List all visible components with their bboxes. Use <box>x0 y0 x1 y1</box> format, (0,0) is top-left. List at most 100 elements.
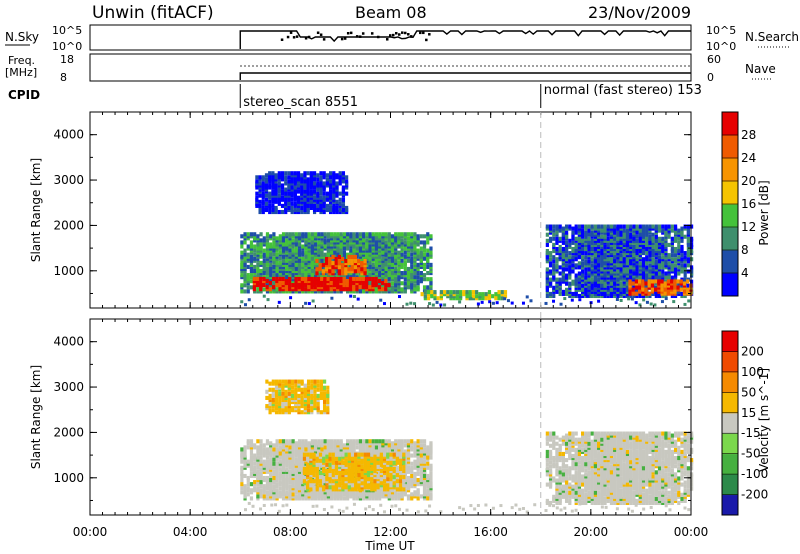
range-gate-cell <box>337 261 342 266</box>
range-gate-cell <box>446 290 450 295</box>
range-gate-cell <box>428 302 432 306</box>
range-gate-cell <box>259 455 263 460</box>
range-gate-cell <box>564 240 569 245</box>
range-gate-cell <box>272 484 276 489</box>
noise-search-dot <box>401 31 404 34</box>
range-gate-cell <box>289 296 293 300</box>
range-gate-cell <box>429 246 433 251</box>
range-gate-cell <box>345 191 349 196</box>
range-gate-cell <box>316 181 320 186</box>
range-gate-cell <box>552 224 556 229</box>
range-gate-cell <box>353 258 358 264</box>
range-gate-cell <box>650 279 655 284</box>
range-gate-cell <box>397 250 401 255</box>
range-gate-cell <box>564 230 569 235</box>
range-gate-cell <box>275 276 279 282</box>
range-gate-cell <box>297 232 302 237</box>
range-gate-cell <box>625 224 630 229</box>
range-gate-cell <box>310 244 314 249</box>
range-gate-cell <box>552 293 556 299</box>
range-gate-cell <box>683 302 687 306</box>
range-gate-cell <box>625 267 630 272</box>
range-gate-cell <box>255 175 259 180</box>
range-gate-cell <box>347 267 351 272</box>
range-gate-cell <box>413 240 417 245</box>
range-gate-cell <box>673 224 678 229</box>
range-gate-cell <box>345 278 349 284</box>
range-gate-cell <box>616 269 620 274</box>
range-gate-cell <box>349 439 353 444</box>
range-gate-cell <box>304 250 308 255</box>
range-gate-cell <box>336 232 340 237</box>
noise-search-dot <box>292 36 296 39</box>
range-gate-cell <box>303 171 307 176</box>
range-gate-cell <box>304 232 308 237</box>
velocity-heatmap <box>240 379 694 514</box>
range-gate-cell <box>288 283 292 288</box>
range-gate-cell <box>328 171 333 176</box>
range-gate-cell <box>249 240 254 245</box>
range-gate-cell <box>506 299 510 303</box>
freq-left-tick-top: 18 <box>60 53 74 66</box>
range-gate-cell <box>352 232 356 237</box>
range-gate-cell <box>561 289 565 294</box>
range-gate-cell <box>422 273 427 278</box>
range-gate-cell <box>664 297 668 301</box>
range-gate-cell <box>686 224 690 229</box>
range-gate-cell <box>246 289 250 294</box>
range-gate-cell <box>680 253 684 258</box>
range-gate-cell <box>564 273 569 278</box>
range-gate-cell <box>677 228 681 233</box>
range-gate-cell <box>262 484 266 489</box>
range-gate-cell <box>275 283 279 288</box>
range-gate-cell <box>568 242 572 247</box>
range-gate-cell <box>253 256 257 261</box>
range-gate-cell <box>353 265 358 270</box>
range-gate-cell <box>272 469 276 474</box>
range-gate-cell <box>497 290 501 295</box>
range-gate-cell <box>648 234 652 239</box>
range-gate-cell <box>413 246 417 251</box>
range-gate-cell <box>323 244 327 249</box>
range-gate-cell <box>563 297 567 301</box>
range-gate-cell <box>345 205 349 210</box>
range-gate-cell <box>246 459 250 464</box>
range-gate-cell <box>297 276 301 282</box>
range-gate-cell <box>403 281 407 286</box>
range-gate-cell <box>410 256 414 261</box>
range-gate-cell <box>559 302 563 306</box>
range-gate-cell <box>275 482 279 487</box>
range-gate-cell <box>683 224 687 229</box>
range-gate-cell <box>275 273 279 278</box>
range-gate-cell <box>558 224 562 229</box>
range-gate-cell <box>240 482 244 487</box>
range-gate-cell <box>449 290 453 295</box>
range-gate-cell <box>288 252 292 257</box>
range-gate-cell <box>357 267 361 272</box>
range-gate-cell <box>256 439 260 444</box>
range-gate-cell <box>670 228 674 233</box>
range-gate-cell <box>361 276 365 282</box>
range-gate-cell <box>548 251 553 256</box>
colorbar-tick-label: 8 <box>741 243 749 257</box>
range-gate-cell <box>561 246 565 252</box>
range-gate-cell <box>253 443 257 448</box>
range-gate-cell <box>323 283 327 288</box>
noise-search-dot <box>419 31 422 35</box>
range-gate-cell <box>384 287 388 292</box>
range-gate-cell <box>346 252 350 257</box>
range-gate-cell <box>312 181 317 186</box>
range-gate-cell <box>355 445 359 450</box>
range-gate-cell <box>243 453 247 458</box>
range-gate-cell <box>275 242 279 247</box>
range-gate-cell <box>371 276 375 282</box>
range-gate-cell <box>683 263 687 268</box>
range-gate-cell <box>455 290 460 295</box>
colorbar-tick-label: 24 <box>741 151 756 165</box>
range-gate-cell <box>660 287 664 292</box>
range-gate-cell <box>278 256 282 261</box>
range-gate-cell <box>387 232 391 237</box>
range-gate-cell <box>670 246 674 252</box>
range-gate-cell <box>410 232 414 237</box>
range-gate-cell <box>243 459 247 464</box>
